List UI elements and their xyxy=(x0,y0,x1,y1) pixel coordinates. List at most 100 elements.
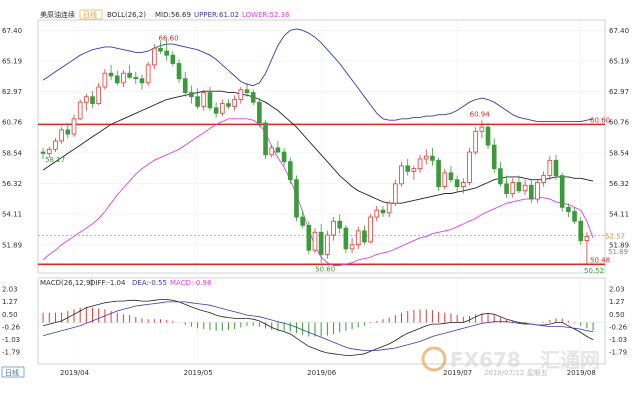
price-tick-left: 60.76 xyxy=(2,119,23,127)
candle-body-down xyxy=(189,92,194,98)
candle-body-down xyxy=(108,72,114,77)
footer-period-label: 日线 xyxy=(5,368,19,377)
price-tick-right: 60.76 xyxy=(609,119,630,127)
candle-body-down xyxy=(244,89,250,93)
candle-body-up xyxy=(479,126,485,132)
boll-lower-line xyxy=(42,118,594,266)
price-annotation: 50.60 xyxy=(315,266,335,274)
footer-dates: 2019/04 2019/05 2019/06 2019/07 2019/08 xyxy=(60,369,596,377)
candle-body-down xyxy=(572,211,577,222)
footer-date: 2019/04 xyxy=(60,369,90,377)
candle-body-down xyxy=(263,122,268,156)
watermark-text-cn: 汇通网 xyxy=(540,348,600,372)
candle-body-up xyxy=(349,244,355,250)
macd-diff-line xyxy=(42,299,594,356)
candle-body-up xyxy=(84,96,89,103)
macd-tick-left: -1.03 xyxy=(2,336,20,344)
candle-body-down xyxy=(257,101,262,124)
period-badge[interactable] xyxy=(79,9,103,20)
price-annotation: 58.17 xyxy=(45,156,65,164)
footer-date: 2019/06 xyxy=(307,369,337,377)
candle-body-up xyxy=(442,172,448,188)
candle-body-up xyxy=(46,148,52,154)
mid-label: MID:56.69 xyxy=(155,11,191,19)
candle-body-down xyxy=(40,151,46,154)
candle-body-down xyxy=(164,50,170,56)
candle-body-up xyxy=(522,184,528,192)
footer-date: 2019/07 xyxy=(443,369,472,377)
candle-body-down xyxy=(133,76,139,80)
candle-body-down xyxy=(528,184,534,200)
candle-body-down xyxy=(65,129,71,135)
candle-body-up xyxy=(201,92,207,107)
candle-body-down xyxy=(306,224,312,251)
macd-dea-line xyxy=(42,301,594,351)
candle-body-up xyxy=(355,230,361,246)
candle-body-down xyxy=(294,179,299,218)
candle-body-down xyxy=(127,72,132,78)
axis-ticks: 67.40 67.40 65.19 65.19 62.97 62.97 60.76 60.76… xyxy=(2,27,630,357)
boll-upper-line xyxy=(42,28,594,123)
period-badge-label: 日线 xyxy=(83,10,97,19)
candle-body-down xyxy=(158,47,163,52)
candle-body-up xyxy=(584,236,590,241)
candle-body-down xyxy=(430,155,435,161)
candle-body-up xyxy=(510,182,516,194)
macd-tick-left: 0.50 xyxy=(2,311,18,319)
price-tick-left: 51.89 xyxy=(2,241,22,249)
macd-tick-right: 2.03 xyxy=(609,286,625,294)
upper-label: UPPER:61.02 xyxy=(194,11,239,19)
footer-period-badge[interactable] xyxy=(1,366,25,378)
candle-body-up xyxy=(368,216,373,243)
price-annotation: 50.48 xyxy=(590,256,610,264)
candle-body-up xyxy=(541,175,546,183)
candle-body-up xyxy=(71,118,77,135)
candle-body-up xyxy=(121,72,126,84)
candle-body-down xyxy=(553,159,559,176)
diff-label: DIFF:-1.04 xyxy=(90,279,126,287)
macd-lines xyxy=(42,299,594,356)
candle-body-up xyxy=(374,209,380,218)
candle-body-up xyxy=(59,129,64,142)
candle-body-up xyxy=(411,168,417,172)
candle-body-down xyxy=(170,54,176,64)
candle-body-up xyxy=(145,64,151,84)
candle-body-down xyxy=(226,103,231,107)
candle-body-down xyxy=(213,107,219,114)
watermark-logo-icon xyxy=(421,346,447,372)
candle-body-down xyxy=(287,161,293,181)
candle-body-up xyxy=(331,220,336,236)
candle-body-up xyxy=(96,86,102,105)
candle-body-up xyxy=(535,182,540,200)
price-annotation: 60.94 xyxy=(470,111,491,119)
candle-body-down xyxy=(454,179,460,188)
price-tick-right: 65.19 xyxy=(609,57,629,65)
price-tick-right: 67.40 xyxy=(609,27,629,35)
candle-body-up xyxy=(312,231,318,251)
watermark-text-fx678: FX678 xyxy=(450,348,521,372)
price-tick-left: 67.40 xyxy=(2,27,22,35)
candle-body-down xyxy=(176,63,182,80)
candle-body-up xyxy=(473,130,478,153)
price-annotation: 50.52 xyxy=(584,267,604,275)
price-annotation: 52.57 xyxy=(605,232,625,240)
candle-body-down xyxy=(405,165,411,172)
symbol-title: 美原油连续 xyxy=(40,10,75,19)
candle-body-up xyxy=(77,101,83,120)
candle-body-up xyxy=(399,165,404,185)
macd-tick-left: 1.27 xyxy=(2,298,18,306)
macd-tick-left: 2.03 xyxy=(2,286,18,294)
macd-tick-left: -0.26 xyxy=(2,323,21,331)
candle-body-down xyxy=(281,151,287,163)
candles xyxy=(40,39,590,265)
candle-body-up xyxy=(219,103,225,114)
boll-label: BOLL(26,2) xyxy=(107,11,146,19)
footer-date-faint: 2019/07/12 星期五 xyxy=(484,369,548,377)
candle-body-up xyxy=(467,151,472,183)
candle-body-up xyxy=(393,183,398,204)
price-annotation: 60.60 xyxy=(590,116,610,124)
price-tick-right: 51.89 xyxy=(609,241,629,249)
price-tick-left: 56.32 xyxy=(2,180,22,188)
candle-body-up xyxy=(53,140,58,150)
candle-body-down xyxy=(516,182,522,192)
